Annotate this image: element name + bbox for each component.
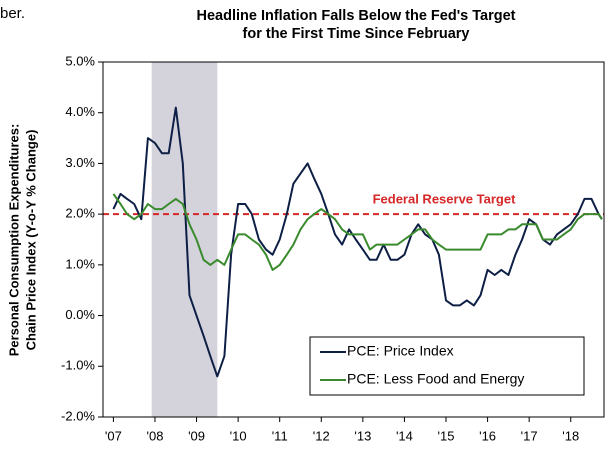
y-tick-label: -2.0% — [61, 408, 95, 423]
y-tick-label: -1.0% — [61, 358, 95, 373]
x-tick-label: '16 — [479, 428, 496, 443]
x-tick-label: '14 — [396, 428, 413, 443]
y-tick-label: 2.0% — [65, 206, 95, 221]
legend: PCE: Price Index PCE: Less Food and Energ… — [309, 336, 585, 396]
x-tick-label: '13 — [354, 428, 371, 443]
x-tick-label: '11 — [272, 428, 288, 443]
x-tick-label: '15 — [438, 428, 455, 443]
chart-title: for the First Time Since February — [243, 26, 470, 42]
y-tick-label: 4.0% — [65, 104, 95, 119]
x-tick-label: '09 — [188, 428, 205, 443]
legend-label: PCE: Price Index — [347, 343, 454, 359]
x-tick-label: '10 — [230, 428, 247, 443]
y-axis-title-line: Chain Price Index (Y-o-Y % Change) — [23, 130, 38, 351]
target-annotation: Federal Reserve Target — [373, 192, 516, 207]
x-tick-label: '12 — [313, 428, 330, 443]
y-axis-title: Personal Consumption Expenditures: Chain… — [6, 124, 38, 357]
x-tick-label: '17 — [521, 428, 538, 443]
x-tick-label: '07 — [105, 428, 122, 443]
plot-frame — [102, 61, 605, 418]
x-tick-label: '18 — [562, 428, 579, 443]
y-tick-label: 3.0% — [65, 155, 95, 170]
y-tick-label: 5.0% — [65, 53, 95, 68]
series-line — [112, 193, 603, 271]
x-tick-label: '08 — [146, 428, 163, 443]
legend-label: PCE: Less Food and Energy — [347, 371, 524, 387]
recession-band — [151, 62, 218, 417]
series-line — [112, 106, 603, 378]
y-axis-title-line: Personal Consumption Expenditures: — [6, 124, 21, 357]
chart-title: Headline Inflation Falls Below the Fed's… — [196, 8, 515, 24]
y-tick-label: 0.0% — [65, 307, 95, 322]
y-tick-label: 1.0% — [65, 256, 95, 271]
text-fragment: ber. — [0, 5, 25, 22]
legend-box — [309, 336, 585, 396]
